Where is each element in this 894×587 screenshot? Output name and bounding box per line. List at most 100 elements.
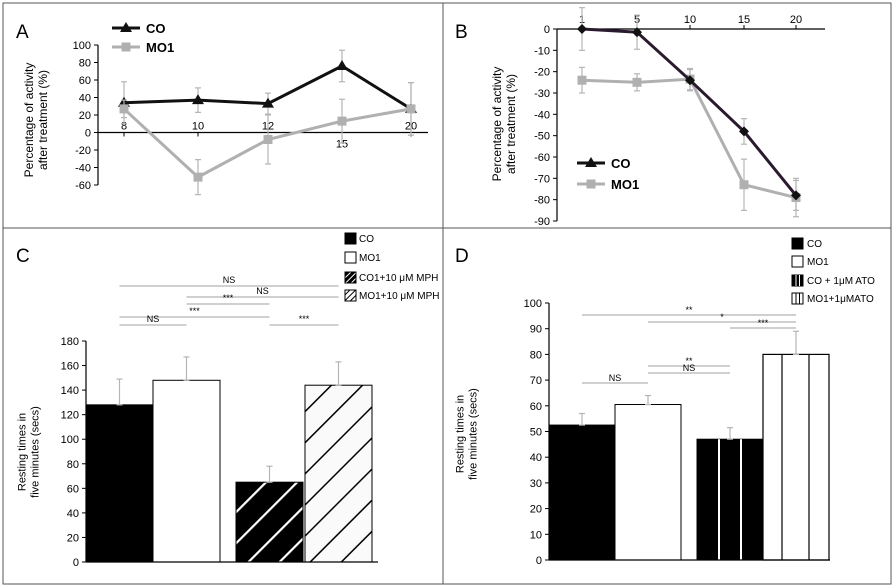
- bar: [85, 404, 154, 563]
- y-tick-label: 80: [79, 58, 91, 70]
- series-mo1: [119, 82, 416, 196]
- y-axis-label-line: Resting times in: [16, 413, 28, 491]
- legend-swatch: [344, 251, 357, 264]
- data-point: [739, 180, 749, 190]
- bar-fill: [762, 353, 830, 561]
- data-point: [263, 135, 273, 144]
- x-tick-label: 15: [738, 14, 750, 26]
- y-axis-label: Resting times infive minutes (secs): [454, 388, 479, 480]
- x-tick-label: 15: [336, 139, 348, 151]
- significance-label: NS: [609, 373, 622, 383]
- y-tick-label: 80: [67, 459, 79, 471]
- y-tick-label: -30: [534, 88, 550, 100]
- y-tick-label: 140: [61, 385, 79, 397]
- legend-label: MO1: [807, 257, 829, 268]
- bar: [696, 438, 764, 561]
- y-tick-label: 160: [61, 361, 79, 373]
- series-mo1: [577, 66, 801, 218]
- y-axis-label-line: five minutes (secs): [468, 388, 480, 480]
- y-tick-label: 40: [79, 93, 91, 105]
- significance-bracket: NS: [119, 275, 339, 287]
- y-tick-label: 40: [530, 452, 542, 464]
- significance-label: ***: [758, 318, 769, 328]
- significance-label: ***: [189, 306, 200, 316]
- error-bar: [335, 361, 342, 386]
- chart-panel-B: 0-10-20-30-40-50-60-70-80-9015101520Perc…: [490, 7, 825, 228]
- legend: CO MO1: [112, 21, 174, 55]
- legend-label: MO1+10 μM MPH: [359, 291, 440, 302]
- y-tick-label: 100: [73, 40, 91, 52]
- data-point: [337, 116, 347, 126]
- legend-swatch: [791, 292, 804, 305]
- bar: [762, 353, 830, 561]
- y-tick-label: 100: [524, 298, 542, 310]
- significance-bracket: ***: [269, 314, 339, 326]
- y-tick-label: 60: [530, 401, 542, 413]
- legend: CO MO1 CO1+10 μM MPH MO1+10 μM MPH: [344, 232, 440, 302]
- chart-panel-D: 0 10 20 30 40 50 60 70 80 90 100 Resting times infi…: [454, 237, 875, 567]
- panel-letter-A: A: [16, 22, 29, 43]
- legend-marker-mo1: [586, 179, 596, 189]
- y-tick-label: -20: [534, 67, 550, 79]
- x-tick-label: 10: [192, 121, 204, 133]
- bar: [152, 379, 221, 563]
- legend-label: MO1+1μMATO: [807, 294, 874, 305]
- data-point: [577, 75, 587, 85]
- panel-letter-C: C: [16, 246, 30, 267]
- bar: [548, 424, 616, 561]
- legend-swatch: [344, 271, 357, 284]
- x-tick-label: 10: [684, 14, 696, 26]
- significance-label: *: [720, 312, 724, 322]
- error-bar: [116, 378, 123, 406]
- significance-bracket: **: [648, 356, 730, 367]
- y-tick-label: 30: [530, 478, 542, 490]
- data-point: [632, 77, 642, 87]
- data-point: [685, 75, 695, 86]
- y-tick-label: 60: [79, 75, 91, 87]
- series-co: [577, 7, 801, 211]
- y-axis-label-line: five minutes (secs): [30, 406, 42, 498]
- y-tick-label: -60: [534, 152, 550, 164]
- y-tick-label: -70: [534, 173, 550, 185]
- bar: [304, 384, 373, 563]
- y-tick-label: 120: [61, 410, 79, 422]
- legend-label-mo1: MO1: [611, 177, 639, 192]
- legend-swatch-fill: [791, 274, 804, 287]
- y-tick-label: -60: [75, 180, 91, 192]
- legend-marker-mo1: [121, 42, 131, 52]
- data-point: [192, 94, 204, 105]
- data-point: [193, 172, 203, 182]
- legend: CO MO1: [577, 156, 639, 192]
- y-tick-label: -90: [534, 216, 550, 228]
- data-point: [791, 190, 801, 201]
- legend-label: CO: [807, 239, 822, 250]
- error-bar: [266, 465, 273, 483]
- y-tick-label: 80: [530, 349, 542, 361]
- significance-label: NS: [147, 314, 160, 324]
- y-tick-label: 10: [530, 529, 542, 541]
- significance-bracket: NS: [582, 373, 648, 384]
- y-tick-label: -40: [75, 163, 91, 175]
- chart-panel-C: 0 20 40 60 80 100 120 140 160 180 Resting times in…: [16, 232, 440, 569]
- legend-swatch: [791, 274, 804, 287]
- y-axis-label-line: Percentage of activity: [490, 67, 504, 182]
- y-tick-label: 70: [530, 375, 542, 387]
- y-axis-label-line: after treatment (%): [504, 74, 518, 174]
- y-tick-label: 90: [530, 324, 542, 336]
- error-bar: [793, 330, 799, 355]
- legend-swatch-fill: [791, 292, 804, 305]
- significance-bracket: NS: [186, 286, 339, 298]
- significance-bracket: *: [648, 312, 796, 323]
- legend-label-co: CO: [146, 21, 166, 36]
- y-tick-label: 0: [85, 128, 91, 140]
- y-tick-label: 20: [67, 532, 79, 544]
- data-point: [577, 24, 587, 34]
- y-tick-label: -80: [534, 195, 550, 207]
- legend-swatch: [791, 255, 804, 268]
- legend-marker-co: [120, 22, 132, 32]
- data-point: [632, 27, 642, 38]
- panel-letter-D: D: [455, 246, 469, 267]
- legend-label-co: CO: [611, 156, 631, 171]
